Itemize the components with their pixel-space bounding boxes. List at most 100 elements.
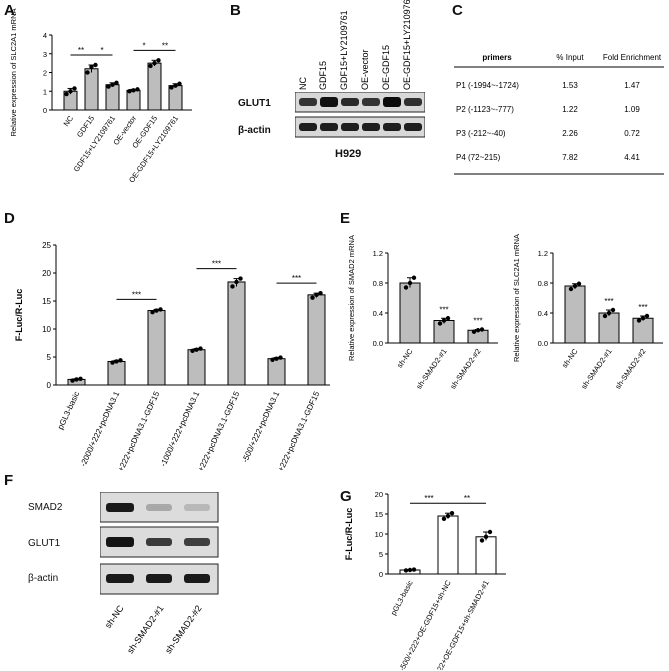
data-point [148, 63, 153, 69]
category-label: NC [62, 114, 76, 129]
significance-label: ** [162, 41, 168, 50]
data-point [606, 310, 612, 316]
significance-label: *** [212, 260, 221, 269]
panel-label-d: D [4, 210, 15, 227]
bar [632, 317, 654, 344]
data-point [403, 568, 409, 573]
data-point [74, 377, 79, 382]
y-tick-label: 0.8 [373, 279, 383, 288]
data-point [110, 82, 115, 87]
data-point [471, 329, 477, 334]
lane-label: NC [298, 77, 308, 90]
y-tick-label: 3 [43, 50, 47, 59]
data-point [270, 357, 275, 362]
lane-label: OE-GDF15 [381, 45, 391, 90]
data-point [274, 356, 279, 361]
data-point [154, 308, 159, 313]
table-cell: 7.82 [562, 153, 578, 162]
bar [267, 358, 286, 386]
table-cell: P4 (72~215) [456, 153, 501, 162]
cell-line-label: H929 [335, 148, 362, 160]
y-tick-label: 15 [375, 510, 383, 519]
bar [147, 62, 162, 111]
chart-d: 0 5 10 15 20 25 F-Luc/R-Luc pGL3-basic-2000/+22… [14, 241, 330, 470]
category-label: sh-SMAD2-#2 [613, 347, 647, 391]
y-axis-label: Relative expression of SMAD2 mRNA [347, 235, 356, 361]
bar [84, 68, 99, 111]
y-tick-label: 2 [43, 69, 47, 78]
significance-label: ** [464, 494, 470, 503]
category-label: -500/+222+pcDNA3.1 [240, 390, 281, 464]
y-tick-label: 25 [42, 241, 51, 250]
data-point [487, 529, 493, 535]
data-point [568, 286, 574, 292]
table-c: primers % Input Fold Enrichment P1 (-199… [454, 53, 664, 175]
data-point [640, 316, 646, 321]
panel-label-a: A [4, 2, 15, 19]
bar [147, 310, 166, 386]
category-label: pGL3-basic [56, 390, 81, 431]
table-cell: 1.22 [562, 105, 578, 114]
table-cell: 1.09 [624, 105, 640, 114]
data-point [89, 64, 94, 70]
category-label: GDF15+LY2109761 [72, 114, 117, 174]
category-label: sh-NC [395, 347, 415, 370]
significance-label: *** [132, 290, 141, 299]
data-point [238, 276, 243, 281]
lane-label: sh-NC [103, 603, 126, 630]
data-point [131, 88, 136, 93]
panel-label-c: C [452, 2, 463, 19]
data-point [158, 307, 163, 312]
category-label: sh-NC [560, 347, 580, 370]
data-point [194, 347, 199, 352]
data-point [68, 89, 73, 94]
table-cell: 1.47 [624, 81, 640, 90]
panel-label-e: E [340, 210, 351, 227]
panel-label-b: B [230, 2, 241, 19]
data-point [475, 328, 481, 333]
data-point [644, 313, 650, 319]
data-point [114, 80, 119, 86]
bar [564, 285, 586, 344]
y-axis-label: F-Luc/R-Luc [344, 508, 354, 561]
data-point [118, 358, 123, 363]
category-label: sh-SMAD2-#1 [579, 347, 613, 391]
data-point [437, 321, 443, 326]
data-point [318, 290, 323, 296]
lane-label: OE-vector [360, 49, 370, 90]
band-label-actin: β-actin [238, 125, 271, 136]
data-point [156, 58, 161, 63]
data-point [72, 86, 77, 91]
significance-label: ** [78, 46, 84, 55]
data-point [234, 279, 239, 285]
table-cell: P1 (-1994~-1724) [456, 81, 519, 90]
data-point [411, 275, 417, 280]
y-tick-label: 10 [42, 325, 51, 334]
lane-label: OE-GDF15+LY2109761 [402, 0, 412, 90]
lane-label: sh-SMAD2-#1 [125, 603, 166, 655]
chart-e-smad2: 0.0 0.4 0.8 1.2 Relative expression of SMAD2… [347, 235, 498, 391]
band-label-glut1: GLUT1 [238, 98, 271, 109]
panel-f-blot: SMAD2 GLUT1 β-actin sh-NC sh-SMAD2-#1 sh… [0, 480, 240, 670]
data-point [78, 376, 83, 382]
y-tick-label: 0.4 [373, 309, 383, 318]
table-cell: P2 (-1123~-777) [456, 105, 514, 114]
category-label: pGL3-basic [389, 578, 415, 616]
y-axis-label: F-Luc/R-Luc [14, 289, 24, 342]
category-label: sh-SMAD2-#1 [414, 347, 448, 391]
data-point [479, 538, 485, 543]
bar [433, 320, 455, 344]
significance-label: * [100, 46, 103, 55]
data-point [483, 534, 489, 539]
bar [598, 312, 620, 344]
data-point [314, 292, 319, 298]
y-tick-label: 0 [47, 381, 52, 390]
data-point [449, 511, 455, 516]
y-tick-label: 4 [43, 31, 47, 40]
data-point [110, 360, 115, 365]
y-tick-label: 0.0 [538, 339, 548, 348]
panel-b-blot: NC GDF15 GDF15+LY2109761 OE-vector OE-GD… [230, 0, 450, 200]
y-tick-label: 1.2 [538, 249, 548, 258]
panel-label-f: F [4, 472, 14, 489]
significance-label: *** [292, 274, 301, 283]
